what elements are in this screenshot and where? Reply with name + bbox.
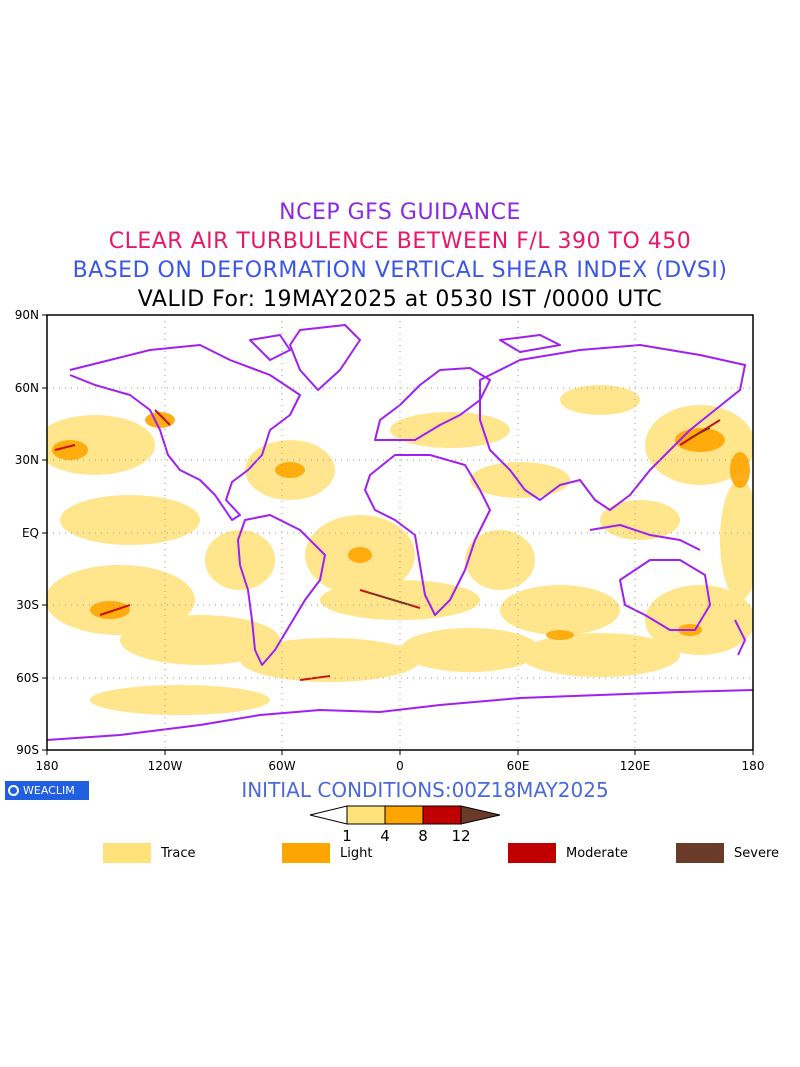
colorbar-trace xyxy=(346,805,386,825)
colorbar-tick-1: 1 xyxy=(342,827,352,845)
logo-text: WEACLIM xyxy=(23,784,75,797)
title-line-1: NCEP GFS GUIDANCE xyxy=(279,200,521,225)
legend-moderate: Moderate xyxy=(508,843,628,863)
colorbar-moderate xyxy=(422,805,462,825)
coastlines xyxy=(47,324,753,741)
lat-label-90s: 90S xyxy=(16,743,39,757)
legend-trace: Trace xyxy=(103,843,196,863)
weaclim-logo: WEACLIM xyxy=(5,781,89,800)
legend-label-severe: Severe xyxy=(734,845,779,861)
valid-time-title: VALID For: 19MAY2025 at 0530 IST /0000 U… xyxy=(137,287,663,312)
legend-swatch-moderate xyxy=(508,843,556,863)
colorbar-tick-8: 8 xyxy=(418,827,428,845)
lon-label-120e: 120E xyxy=(620,759,651,773)
axis-ticks xyxy=(42,314,754,755)
lon-label-60w: 60W xyxy=(268,759,295,773)
lat-label-60s: 60S xyxy=(16,671,39,685)
lat-label-60n: 60N xyxy=(15,381,39,395)
colorbar: 1 4 8 12 xyxy=(309,805,501,845)
legend-label-light: Light xyxy=(340,845,373,861)
colorbar-light xyxy=(384,805,424,825)
lat-label-30s: 30S xyxy=(16,598,39,612)
lon-label-60e: 60E xyxy=(507,759,530,773)
lon-label-0: 0 xyxy=(396,759,404,773)
graticule xyxy=(47,315,753,750)
colorbar-severe xyxy=(460,805,501,825)
legend-severe: Severe xyxy=(676,843,779,863)
lon-label-120w: 120W xyxy=(148,759,183,773)
colorbar-under xyxy=(309,805,348,825)
lat-label-eq: EQ xyxy=(22,526,39,540)
colorbar-tick-12: 12 xyxy=(451,827,470,845)
legend-label-moderate: Moderate xyxy=(566,845,628,861)
legend-swatch-light xyxy=(282,843,330,863)
lon-label-180e: 180 xyxy=(742,759,765,773)
initial-conditions: INITIAL CONDITIONS:00Z18MAY2025 xyxy=(241,778,609,802)
legend-swatch-trace xyxy=(103,843,151,863)
legend-label-trace: Trace xyxy=(161,845,196,861)
lat-label-30n: 30N xyxy=(15,453,39,467)
legend-light: Light xyxy=(282,843,372,863)
logo-ring-icon xyxy=(8,785,19,796)
title-line-2: CLEAR AIR TURBULENCE BETWEEN F/L 390 TO … xyxy=(108,229,692,254)
colorbar-tick-4: 4 xyxy=(380,827,390,845)
lat-label-90n: 90N xyxy=(15,308,39,322)
title-line-3: BASED ON DEFORMATION VERTICAL SHEAR INDE… xyxy=(72,258,728,283)
lon-label-180w: 180 xyxy=(36,759,59,773)
legend-swatch-severe xyxy=(676,843,724,863)
